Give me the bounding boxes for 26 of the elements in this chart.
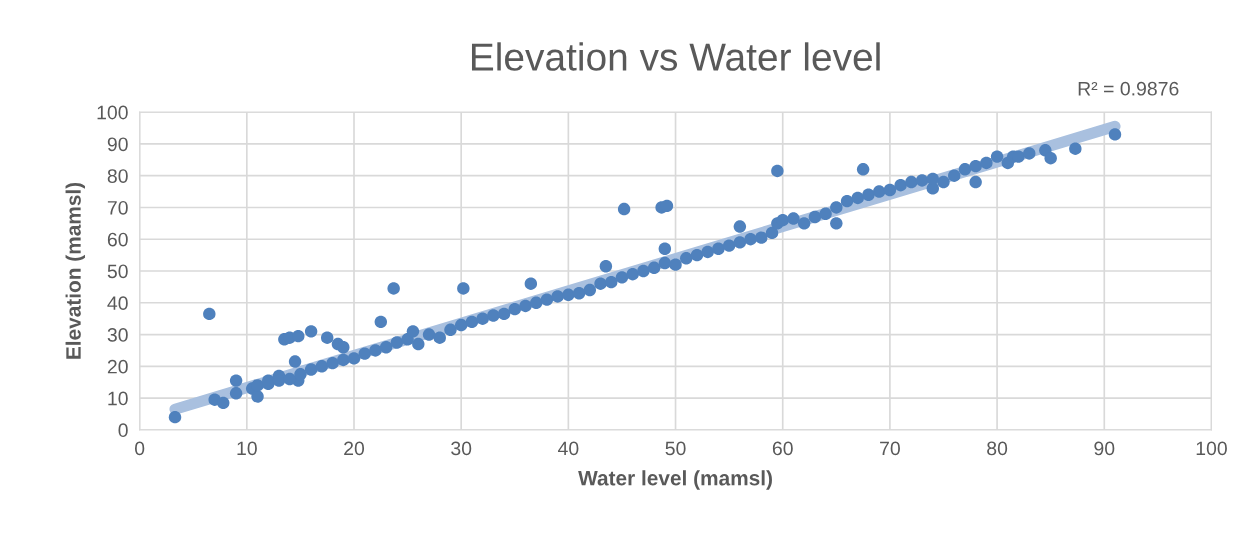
y-tick-label: 30 — [107, 328, 128, 342]
x-tick-label: 70 — [880, 441, 900, 456]
x-tick-label: 90 — [1094, 441, 1115, 456]
x-axis-title: Water level (mamsl) — [578, 470, 772, 490]
x-tick-label: 10 — [237, 441, 257, 456]
y-tick-label: 60 — [107, 232, 128, 247]
x-tick-label: 40 — [558, 441, 579, 456]
y-tick-label: 100 — [97, 105, 128, 120]
x-tick-label: 20 — [344, 441, 365, 456]
x-tick-label: 30 — [451, 441, 472, 456]
y-tick-label: 50 — [107, 264, 128, 279]
y-tick-label: 80 — [107, 169, 128, 183]
x-tick-label: 60 — [772, 441, 793, 456]
x-tick-label: 100 — [1196, 441, 1227, 456]
y-tick-label: 70 — [107, 200, 128, 215]
y-tick-label: 0 — [118, 423, 128, 438]
chart-title: Elevation vs Water level — [471, 42, 880, 71]
x-tick-label: 50 — [665, 441, 686, 456]
y-tick-label: 40 — [107, 296, 128, 311]
x-tick-label: 80 — [987, 441, 1008, 456]
y-axis-title: Elevation (mamsl) — [65, 182, 85, 359]
y-tick-label: 90 — [107, 137, 128, 152]
x-tick-label: 0 — [134, 441, 145, 456]
text: R² = 0.9876 — [1078, 81, 1179, 96]
y-tick-label: 20 — [107, 359, 128, 374]
y-tick-label: 10 — [108, 391, 128, 406]
